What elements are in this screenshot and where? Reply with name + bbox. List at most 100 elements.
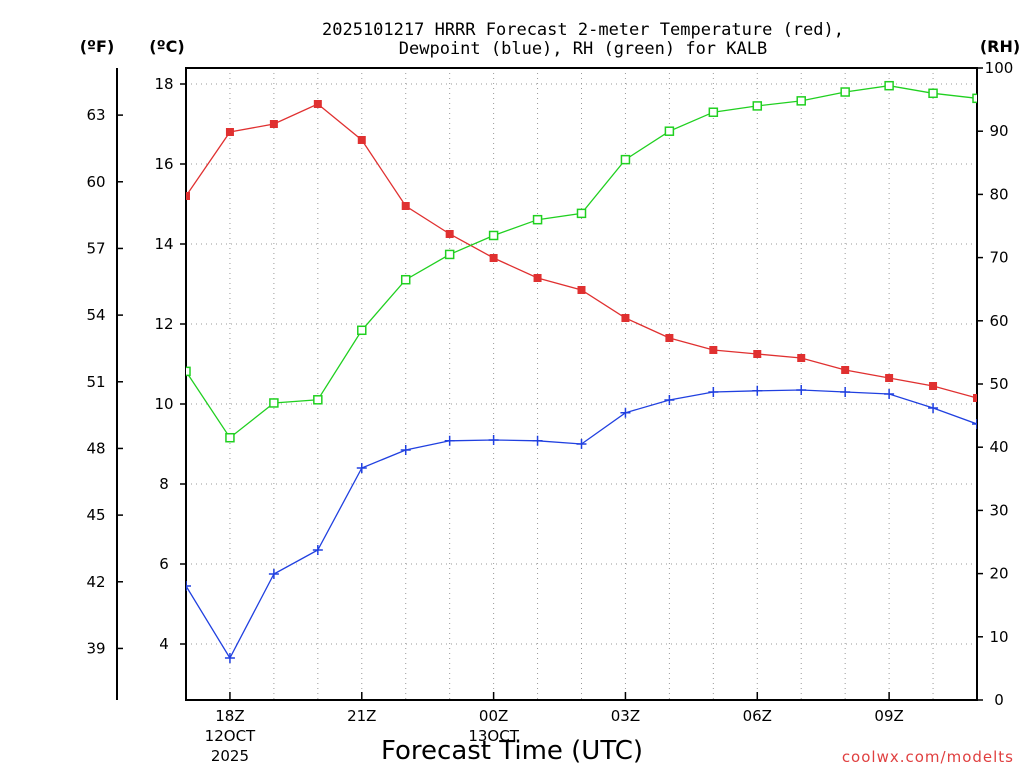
x-tick-label: 18Z xyxy=(215,707,244,725)
x-tick-label: 21Z xyxy=(347,707,376,725)
celsius-tick-label: 10 xyxy=(154,395,173,413)
rh-unit-label: (RH) xyxy=(980,37,1020,56)
rh-tick-label: 50 xyxy=(989,375,1008,393)
temperature-point xyxy=(269,120,278,128)
series xyxy=(186,80,977,663)
celsius-tick-label: 8 xyxy=(159,475,169,493)
source-credit: coolwx.com/modelts xyxy=(842,748,1014,766)
x-tick-label: 06Z xyxy=(743,707,772,725)
rh-point xyxy=(708,107,719,117)
dewpoint-point xyxy=(840,387,851,397)
fahrenheit-tick-label: 63 xyxy=(86,106,105,124)
rh-tick-label: 60 xyxy=(989,312,1008,330)
rh-point xyxy=(488,230,499,241)
dewpoint-point xyxy=(796,385,807,395)
x-tick-date-label: 13OCT xyxy=(468,727,519,745)
rh-point xyxy=(972,93,977,104)
dewpoint-point xyxy=(532,435,543,446)
rh-point xyxy=(444,249,455,260)
dewpoint-point xyxy=(752,385,763,396)
temperature-point xyxy=(973,394,977,402)
rh-point xyxy=(313,395,323,405)
axes xyxy=(116,67,983,701)
celsius-tick-label: 14 xyxy=(154,235,173,253)
dewpoint-point xyxy=(664,395,675,405)
dewpoint-point xyxy=(268,569,279,579)
rh-point xyxy=(400,274,411,285)
x-axis-label: Forecast Time (UTC) xyxy=(381,736,643,766)
rh-point xyxy=(796,96,806,106)
dewpoint-point xyxy=(356,463,367,473)
rh-point xyxy=(225,432,235,443)
rh-point xyxy=(186,366,191,377)
temperature-point xyxy=(665,334,674,342)
tick-labels: 4 6 8 10 12 14 16 18 39 42 45 48 51 54 57 60 63 0 10 20 30 40… xyxy=(86,59,1013,765)
dewpoint-point xyxy=(400,445,411,455)
temperature-point xyxy=(709,346,718,354)
dewpoint-point xyxy=(708,387,719,397)
rh-point xyxy=(620,154,631,165)
fahrenheit-tick-label: 57 xyxy=(86,239,105,257)
rh-point xyxy=(576,208,587,219)
rh-tick-label: 90 xyxy=(989,122,1008,140)
temperature-point xyxy=(445,230,454,238)
temperature-point xyxy=(357,136,366,144)
fahrenheit-tick-label: 42 xyxy=(86,573,105,591)
dewpoint-point xyxy=(444,435,455,446)
rh-tick-label: 100 xyxy=(985,59,1014,77)
dewpoint-point xyxy=(312,545,323,555)
celsius-unit-label: (ºC) xyxy=(149,37,184,56)
temperature-point xyxy=(885,374,894,382)
temperature-point xyxy=(225,128,234,136)
temperature-point xyxy=(797,354,806,362)
rh-tick-label: 40 xyxy=(989,438,1008,456)
chart-title-line-2: Dewpoint (blue), RH (green) for KALB xyxy=(399,39,767,59)
dewpoint-point xyxy=(972,419,977,429)
celsius-tick-label: 12 xyxy=(154,315,173,333)
chart-title-line-1: 2025101217 HRRR Forecast 2-meter Tempera… xyxy=(322,20,844,40)
temperature-point xyxy=(577,286,586,294)
fahrenheit-tick-label: 48 xyxy=(86,439,105,457)
x-tick-label: 00Z xyxy=(479,707,508,725)
x-tick-label: 09Z xyxy=(874,707,903,725)
rh-point xyxy=(840,87,850,97)
rh-point xyxy=(357,325,367,336)
rh-point xyxy=(884,80,894,91)
dewpoint-point xyxy=(620,407,631,418)
celsius-tick-label: 18 xyxy=(154,75,173,93)
gridlines xyxy=(186,68,977,700)
rh-tick-label: 20 xyxy=(989,565,1008,583)
celsius-tick-label: 16 xyxy=(154,155,173,173)
dewpoint-point xyxy=(884,389,895,399)
temperature-point xyxy=(753,350,762,358)
temperature-point xyxy=(533,274,542,282)
x-tick-label: 03Z xyxy=(611,707,640,725)
temperature-point xyxy=(489,254,498,262)
x-tick-date-label: 12OCT xyxy=(205,727,256,745)
fahrenheit-tick-label: 45 xyxy=(86,506,105,524)
rh-tick-label: 10 xyxy=(989,628,1008,646)
rh-series xyxy=(186,80,977,443)
fahrenheit-tick-label: 54 xyxy=(86,306,105,324)
rh-point xyxy=(752,101,763,111)
celsius-tick-label: 6 xyxy=(159,555,169,573)
temperature-point xyxy=(841,366,850,374)
temperature-point xyxy=(313,100,322,108)
rh-point xyxy=(928,88,938,99)
fahrenheit-unit-label: (ºF) xyxy=(80,37,115,56)
x-tick-year-label: 2025 xyxy=(211,747,249,765)
temperature-point xyxy=(186,192,190,200)
dewpoint-point xyxy=(488,435,499,445)
dewpoint-point xyxy=(186,581,191,591)
rh-point xyxy=(664,126,675,136)
celsius-tick-label: 4 xyxy=(159,635,169,653)
rh-point xyxy=(532,214,543,225)
rh-tick-label: 0 xyxy=(994,691,1004,709)
temperature-point xyxy=(401,202,410,210)
dewpoint-series xyxy=(186,385,977,663)
rh-point xyxy=(269,398,279,408)
fahrenheit-tick-label: 39 xyxy=(86,639,105,657)
rh-tick-label: 30 xyxy=(989,501,1008,519)
dewpoint-point xyxy=(928,403,939,413)
